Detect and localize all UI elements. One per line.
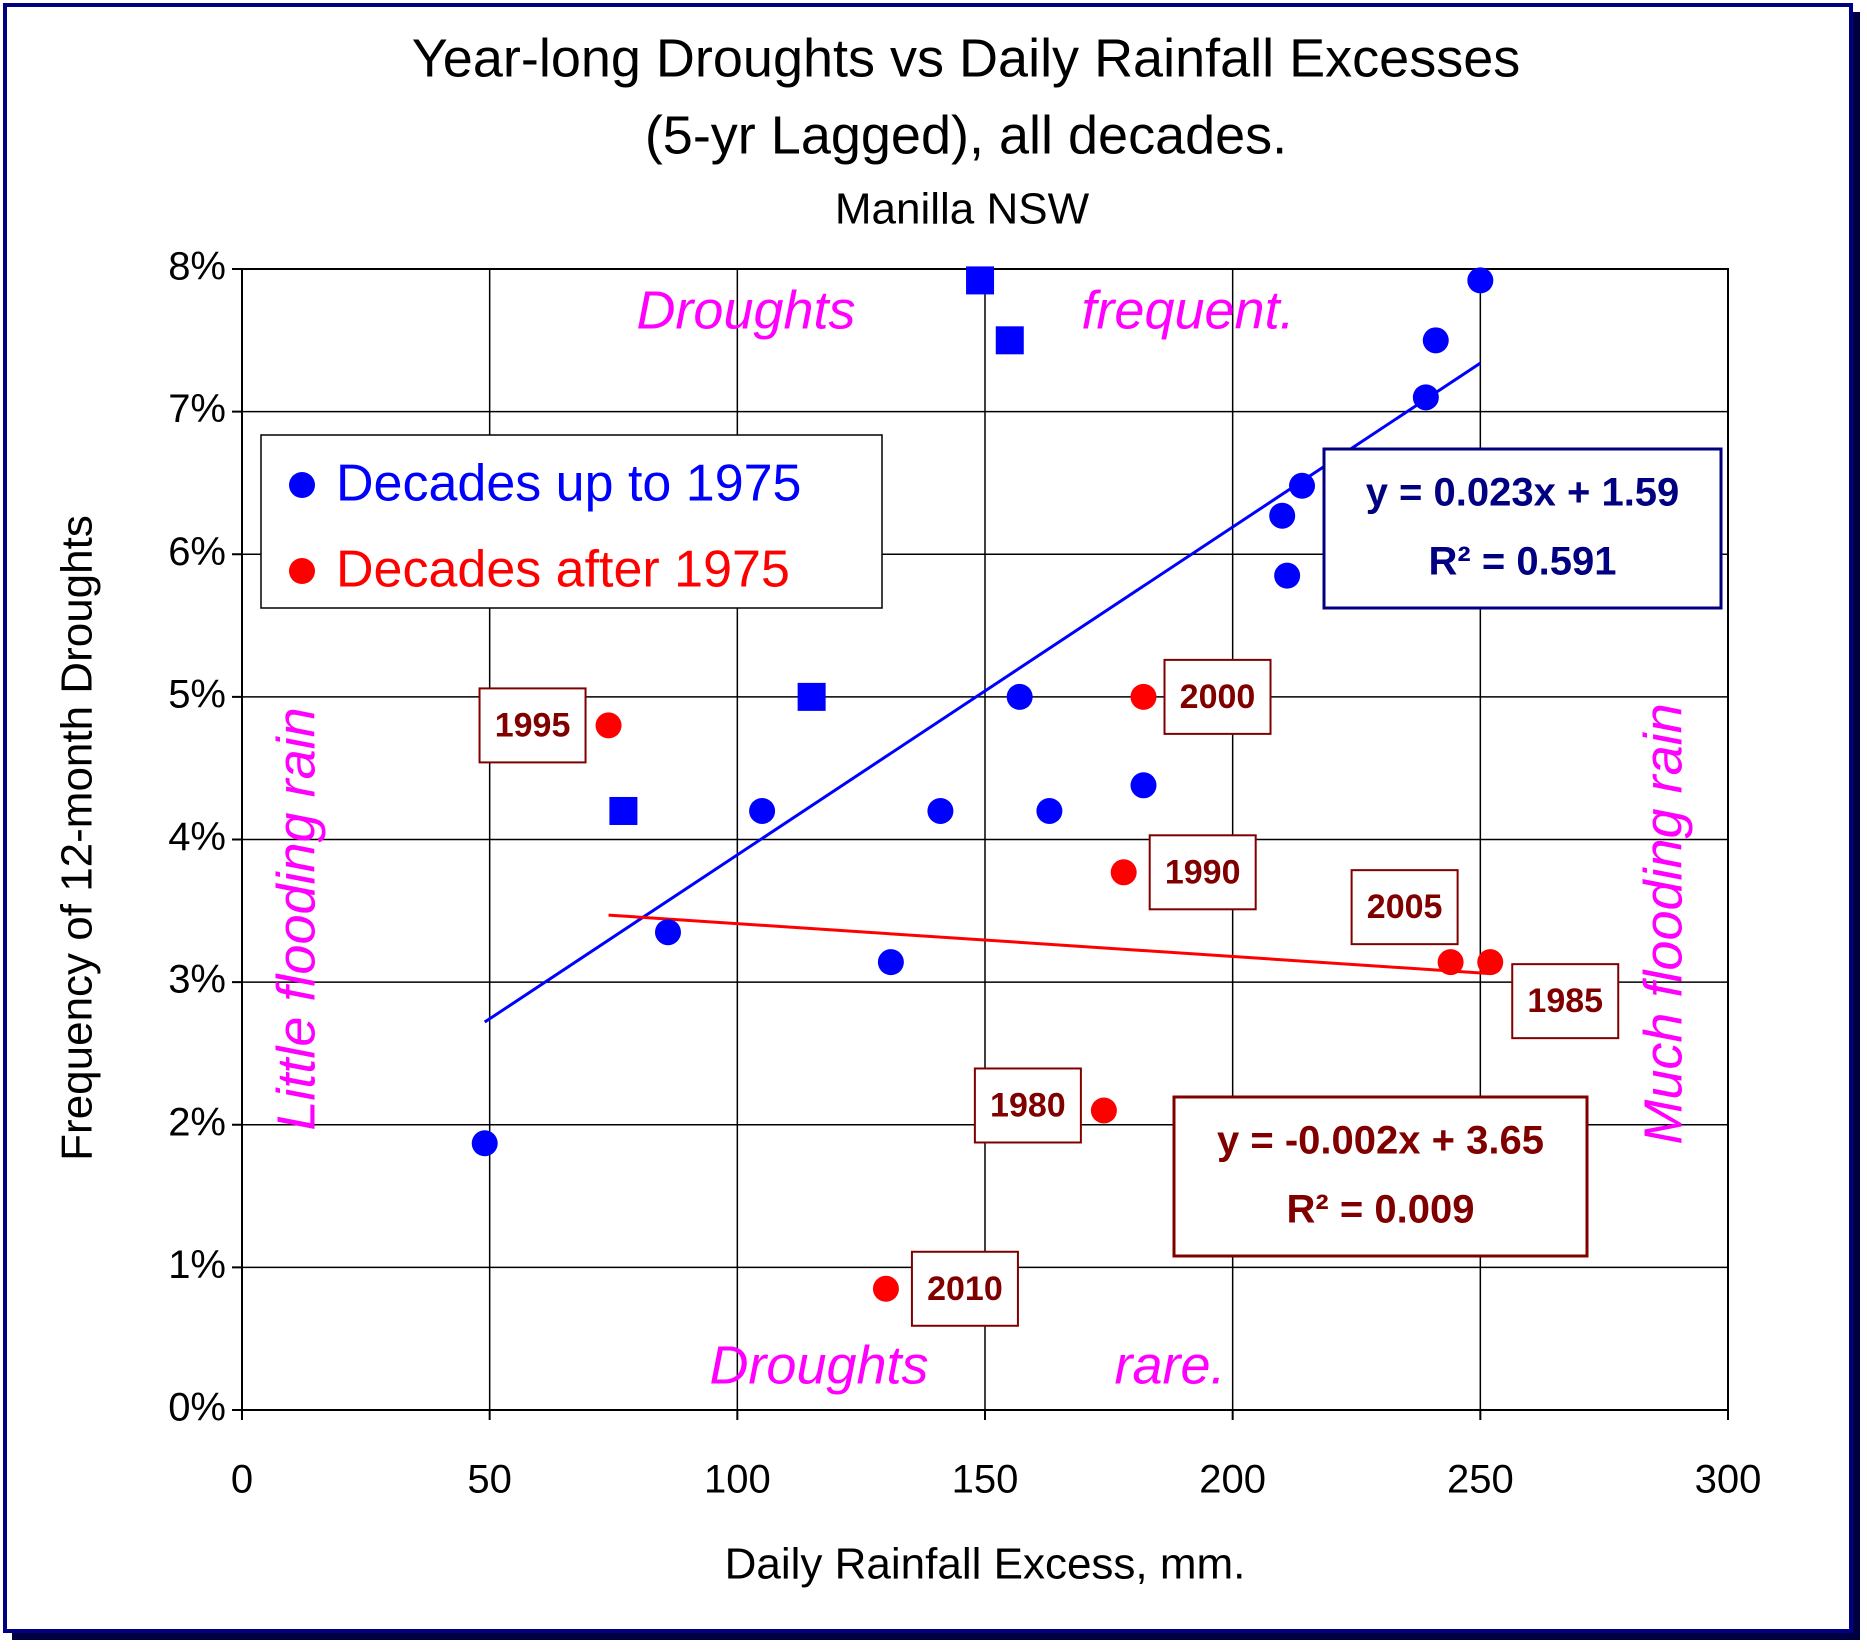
- equation-box: [1172, 1095, 1589, 1258]
- legend-marker: [289, 472, 315, 498]
- point: [1274, 562, 1301, 589]
- equation: y = -0.002x + 3.65: [1217, 1119, 1544, 1163]
- legend-marker: [289, 558, 315, 584]
- annotation: Much flooding rain: [1633, 703, 1693, 1144]
- point-label: 1995: [495, 706, 571, 744]
- point: [1437, 949, 1464, 976]
- x-tick-label: 200: [1199, 1458, 1266, 1502]
- chart-title: (5-yr Lagged), all decades.: [645, 105, 1287, 165]
- annotation: rare.: [1114, 1335, 1225, 1395]
- legend-box: [260, 434, 883, 609]
- y-tick-label: 5%: [168, 672, 226, 716]
- chart-title: Year-long Droughts vs Daily Rainfall Exc…: [412, 28, 1521, 88]
- point-label-box: [1163, 658, 1272, 735]
- annotation: Little flooding rain: [266, 707, 326, 1130]
- r-squared: R² = 0.591: [1429, 540, 1617, 584]
- point-label-box: [1511, 963, 1620, 1040]
- y-tick-label: 2%: [168, 1100, 226, 1144]
- point-label-box: [1148, 834, 1257, 911]
- legend-label: Decades up to 1975: [336, 455, 801, 513]
- point-label: 2005: [1367, 888, 1443, 926]
- x-axis-title: Daily Rainfall Excess, mm.: [725, 1540, 1246, 1589]
- equation-box: [1322, 447, 1723, 610]
- point: [1006, 683, 1033, 710]
- y-tick-label: 8%: [168, 245, 226, 289]
- point: [966, 266, 995, 295]
- x-tick-label: 50: [467, 1458, 512, 1502]
- x-tick-label: 0: [231, 1458, 253, 1502]
- point: [1412, 384, 1439, 411]
- legend-label: Decades after 1975: [336, 541, 790, 599]
- point: [1467, 267, 1494, 294]
- trendline: [483, 361, 1482, 1024]
- point-label: 2010: [927, 1270, 1003, 1308]
- equation: y = 0.023x + 1.59: [1366, 471, 1680, 515]
- point: [1110, 859, 1137, 886]
- point-label-box: [910, 1250, 1019, 1327]
- point: [1269, 502, 1296, 529]
- point-label-box: [478, 687, 587, 764]
- point: [877, 949, 904, 976]
- point-label: 1985: [1527, 982, 1603, 1020]
- y-tick-label: 4%: [168, 815, 226, 859]
- x-tick-label: 250: [1447, 1458, 1514, 1502]
- point: [749, 797, 776, 824]
- point: [927, 797, 954, 824]
- point: [1289, 472, 1316, 499]
- point-label: 1990: [1165, 853, 1241, 891]
- point-label: 1980: [990, 1086, 1066, 1124]
- point: [1130, 772, 1157, 799]
- point: [1036, 797, 1063, 824]
- point: [797, 682, 826, 711]
- point: [1090, 1097, 1117, 1124]
- y-tick-label: 0%: [168, 1386, 226, 1430]
- r-squared: R² = 0.009: [1287, 1188, 1475, 1232]
- trendline: [608, 913, 1491, 976]
- point-label: 2000: [1180, 678, 1256, 716]
- point: [609, 796, 638, 825]
- y-tick-label: 7%: [168, 387, 226, 431]
- point-label-box: [973, 1067, 1082, 1144]
- point: [654, 919, 681, 946]
- chart-subtitle: Manilla NSW: [835, 185, 1090, 234]
- point: [1477, 949, 1504, 976]
- point: [595, 712, 622, 739]
- y-tick-label: 3%: [168, 958, 226, 1002]
- point-label-box: [1350, 869, 1459, 946]
- x-tick-label: 100: [704, 1458, 771, 1502]
- y-tick-label: 1%: [168, 1243, 226, 1287]
- annotation: Droughts: [709, 1335, 928, 1395]
- annotation: frequent.: [1081, 280, 1294, 340]
- annotation: Droughts: [636, 280, 855, 340]
- point: [471, 1130, 498, 1157]
- point: [1422, 327, 1449, 354]
- y-axis-title: Frequency of 12-month Droughts: [53, 515, 102, 1161]
- point: [872, 1275, 899, 1302]
- x-tick-label: 300: [1695, 1458, 1762, 1502]
- x-tick-label: 150: [952, 1458, 1019, 1502]
- point: [1130, 683, 1157, 710]
- point: [995, 326, 1024, 355]
- y-tick-label: 6%: [168, 530, 226, 574]
